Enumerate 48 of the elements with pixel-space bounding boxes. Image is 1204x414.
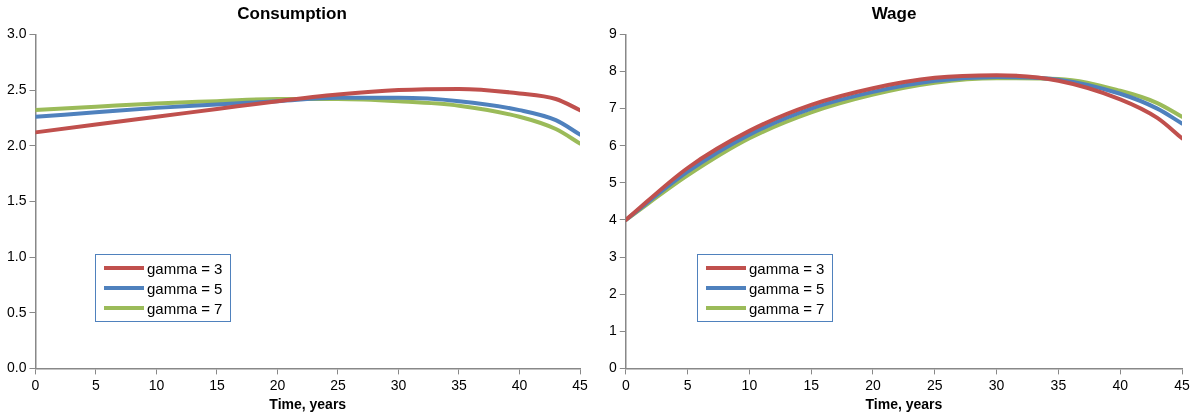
x-tick-label: 15 (803, 376, 820, 393)
y-tick-label: 0 (608, 359, 617, 376)
y-tick-label: 8 (608, 62, 617, 79)
y-tick-label: 9 (608, 25, 617, 42)
x-tick-label: 20 (865, 376, 881, 393)
y-tick-label: 0.5 (6, 303, 27, 320)
x-tick-label: 25 (927, 376, 943, 393)
x-tick-label: 30 (390, 376, 407, 393)
y-tick-label: 1 (608, 322, 617, 339)
legend-label: gamma = 3 (749, 259, 825, 277)
y-tick-label: 7 (608, 99, 617, 116)
y-tick-label: 2.5 (6, 80, 27, 97)
chart-title: Consumption (237, 3, 347, 23)
legend-label: gamma = 5 (147, 279, 223, 297)
y-tick-label: 3 (608, 247, 617, 264)
y-tick-label: 5 (608, 173, 617, 190)
x-tick-label: 20 (269, 376, 286, 393)
x-tick-label: 40 (1112, 376, 1129, 393)
y-tick-label: 6 (608, 136, 617, 153)
x-tick-label: 15 (209, 376, 225, 393)
legend-label: gamma = 3 (147, 259, 223, 277)
x-tick-label: 5 (683, 376, 692, 393)
x-axis-title: Time, years (865, 396, 943, 413)
y-tick-label: 4 (608, 210, 617, 227)
chart-title: Wage (871, 3, 917, 23)
x-axis-title: Time, years (269, 396, 347, 413)
x-tick-label: 5 (92, 376, 101, 393)
x-tick-label: 35 (1050, 376, 1067, 393)
x-tick-label: 40 (511, 376, 528, 393)
x-tick-label: 10 (741, 376, 758, 393)
x-tick-label: 35 (451, 376, 467, 393)
y-tick-label: 0.0 (6, 359, 27, 376)
legend-label: gamma = 7 (147, 299, 223, 317)
x-tick-label: 25 (330, 376, 346, 393)
x-tick-label: 10 (148, 376, 165, 393)
x-tick-label: 45 (1174, 376, 1190, 393)
y-tick-label: 3.0 (6, 25, 27, 42)
x-tick-label: 45 (572, 376, 588, 393)
legend-label: gamma = 5 (749, 279, 825, 297)
x-tick-label: 0 (621, 376, 630, 393)
y-tick-label: 2.0 (6, 136, 27, 153)
y-tick-label: 1.5 (6, 192, 27, 209)
x-tick-label: 0 (31, 376, 40, 393)
y-tick-label: 1.0 (6, 247, 27, 264)
line-series (35, 86, 580, 135)
legend-label: gamma = 7 (749, 299, 825, 317)
y-tick-label: 2 (608, 285, 617, 302)
x-tick-label: 30 (988, 376, 1005, 393)
